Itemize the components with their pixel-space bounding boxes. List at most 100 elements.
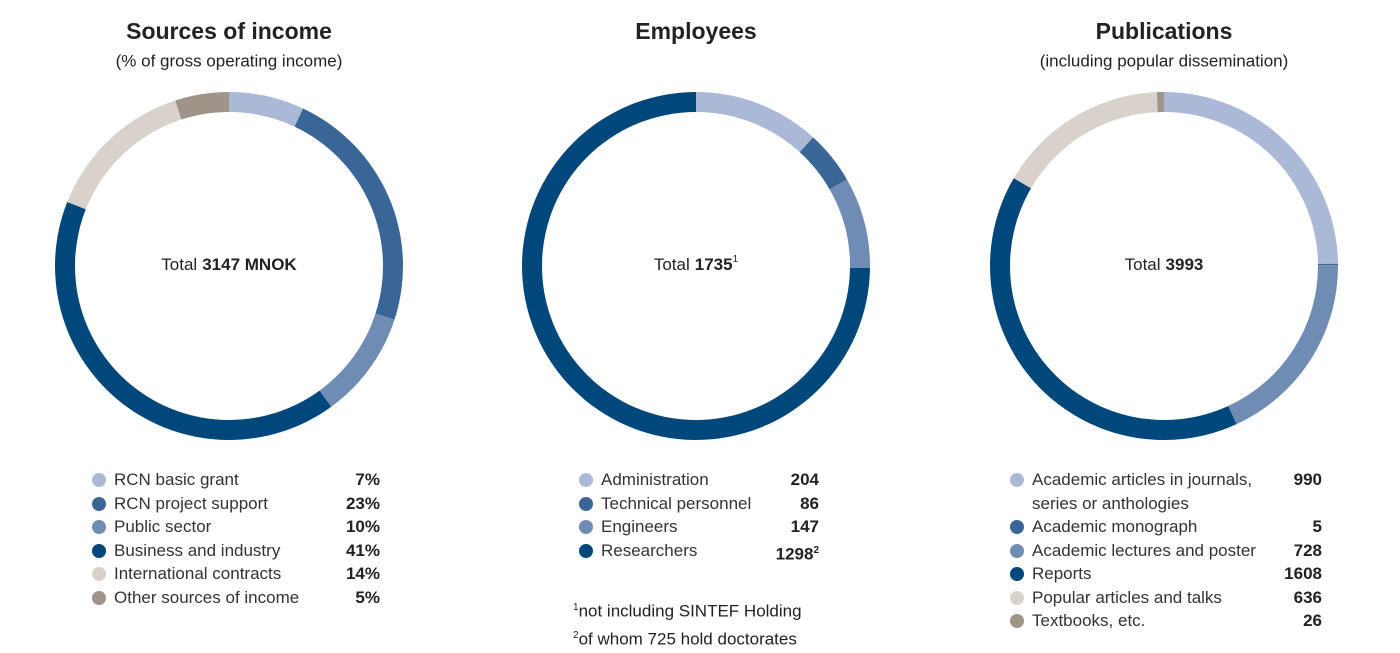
total-label: Total — [161, 255, 197, 274]
legend-item: Public sector 10% — [92, 515, 380, 539]
legend-label: Researchers — [601, 540, 698, 560]
legend-value: 10% — [346, 515, 380, 539]
legend-label: Other sources of income — [114, 587, 300, 607]
value-label: 728 — [1293, 540, 1322, 560]
legend-label: Engineers — [601, 517, 678, 536]
legend-item: Administration 204 — [579, 468, 819, 492]
legend-item: Popular articles and talks 636 — [1010, 586, 1322, 610]
legend-marker — [92, 567, 106, 581]
donut-segment — [989, 178, 1237, 440]
legend-marker — [579, 543, 593, 558]
value-label: 1608 — [1284, 564, 1322, 583]
legend-value: 86 — [800, 492, 819, 516]
legend-value: 5 — [1313, 515, 1322, 539]
total-value: 3147 MNOK — [202, 255, 297, 274]
legend-marker — [1010, 614, 1024, 628]
total-label: Total — [654, 255, 690, 274]
total-value: 1735 — [695, 255, 733, 274]
legend-label: Academic articles in journals, series or… — [1032, 470, 1253, 513]
legend-value: 14% — [346, 562, 380, 586]
donut-segment — [829, 179, 870, 269]
legend: Administration 204 Technical personnel 86 En… — [579, 468, 819, 566]
value-label: 86 — [800, 493, 819, 513]
value-label: 7% — [355, 470, 380, 489]
legend: RCN basic grant 7% RCN project support 23% P… — [92, 468, 380, 609]
legend-label: Popular articles and talks — [1032, 587, 1222, 607]
value-label: 1298 — [775, 544, 814, 564]
legend-value: 26 — [1303, 609, 1322, 633]
value-label: 10% — [345, 517, 380, 536]
legend-value: 204 — [791, 468, 819, 492]
legend-value: 41% — [346, 539, 380, 563]
legend-label: International contracts — [114, 564, 282, 583]
value-label: 41% — [345, 540, 380, 560]
donut-segment — [1317, 263, 1338, 266]
legend-marker — [92, 496, 106, 511]
legend-marker — [92, 520, 106, 534]
legend-value: 12982 — [776, 539, 819, 566]
chart-title: Sources of income — [126, 18, 332, 44]
legend-marker — [579, 520, 593, 534]
legend-label: Academic monograph — [1032, 517, 1198, 536]
footnote-marker: 2 — [813, 544, 819, 556]
legend-item: Academic lectures and poster 728 — [1010, 539, 1322, 563]
legend-marker — [1010, 590, 1024, 605]
value-label: 147 — [790, 517, 819, 536]
donut-segment — [696, 92, 814, 153]
legend-label: Public sector — [114, 517, 212, 536]
total-label: Total — [1125, 255, 1161, 274]
donut-segment — [1228, 265, 1338, 425]
total-value: 3993 — [1166, 255, 1204, 274]
legend-item: RCN project support 23% — [92, 492, 380, 516]
legend-marker — [579, 496, 593, 511]
chart-subtitle: (including popular dissemination) — [1040, 51, 1289, 70]
donut-segment — [1164, 92, 1338, 265]
legend-item: RCN basic grant 7% — [92, 468, 380, 492]
legend-label: Technical personnel — [601, 493, 752, 513]
value-label: 204 — [790, 470, 819, 489]
footnote: 1not including SINTEF Holding — [573, 596, 802, 624]
legend-value: 147 — [791, 515, 819, 539]
legend-marker — [1010, 567, 1024, 581]
legend-marker — [92, 543, 106, 558]
legend-label: Reports — [1032, 564, 1092, 583]
legend-marker — [1010, 543, 1024, 558]
donut-segment — [55, 201, 332, 440]
legend-label: Textbooks, etc. — [1032, 611, 1146, 630]
value-label: 5 — [1312, 517, 1322, 536]
legend-item: Reports 1608 — [1010, 562, 1322, 586]
legend-item: Other sources of income 5% — [92, 586, 380, 610]
legend-item: Researchers 12982 — [579, 539, 819, 566]
legend-value: 636 — [1294, 586, 1322, 610]
legend-value: 23% — [346, 492, 380, 516]
legend-item: Business and industry 41% — [92, 539, 380, 563]
legend-item: International contracts 14% — [92, 562, 380, 586]
legend-value: 5% — [355, 586, 380, 610]
chart-title: Employees — [635, 18, 756, 44]
donut-segment — [1156, 92, 1164, 113]
legend-value: 990 — [1294, 468, 1322, 515]
value-label: 990 — [1293, 470, 1322, 489]
legend-marker — [92, 590, 106, 605]
footnote-text: not including SINTEF Holding — [578, 601, 802, 621]
legend-marker — [579, 473, 593, 487]
footnote-marker: 2 — [573, 629, 579, 641]
legend-value: 728 — [1294, 539, 1322, 563]
donut-segment — [319, 313, 395, 407]
legend-item: Technical personnel 86 — [579, 492, 819, 516]
legend-item: Academic monograph 5 — [1010, 515, 1322, 539]
legend-item: Textbooks, etc. 26 — [1010, 609, 1322, 633]
chart-subtitle: (% of gross operating income) — [116, 51, 343, 70]
footnote-marker: 1 — [573, 602, 579, 613]
chart-title: Publications — [1096, 18, 1233, 44]
footnote: 2of whom 725 hold doctorates — [573, 624, 802, 652]
legend-value: 7% — [355, 468, 380, 492]
footnote-marker: 1 — [733, 254, 739, 265]
legend-label: Business and industry — [114, 540, 281, 560]
donut-segment — [229, 92, 304, 127]
legend-marker — [92, 473, 106, 487]
legend-label: RCN project support — [114, 493, 269, 513]
legend-marker — [1010, 473, 1024, 487]
